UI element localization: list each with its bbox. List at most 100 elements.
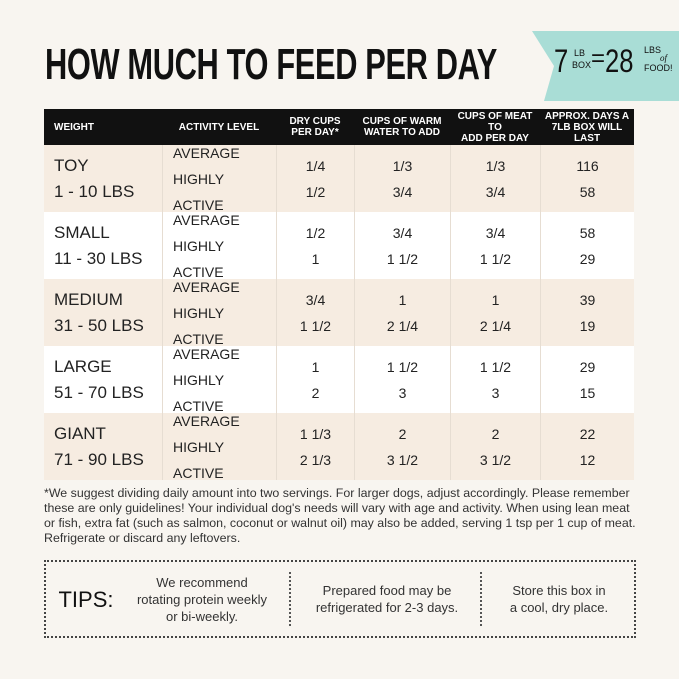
levels-value: HIGHLY ACTIVE bbox=[173, 170, 224, 213]
levels-value: HIGHLY ACTIVE bbox=[173, 438, 224, 481]
column-header: CUPS OF MEAT TO ADD PER DAY bbox=[450, 109, 540, 145]
water-cell: 1 1/2 3 bbox=[354, 346, 450, 413]
tip-item: We recommend rotating protein weekly or bi… bbox=[122, 562, 282, 636]
size-label: MEDIUM bbox=[54, 289, 123, 309]
levels-value: AVERAGE bbox=[173, 278, 240, 295]
water-cell: 3/4 1 1/2 bbox=[354, 212, 450, 279]
levels-cell: AVERAGE HIGHLY ACTIVE bbox=[162, 413, 276, 481]
meat-value: 1/3 bbox=[485, 157, 506, 174]
weight-range: 1 - 10 LBS bbox=[54, 181, 135, 201]
tips-box: TIPS: We recommend rotating protein weekly… bbox=[44, 560, 636, 638]
badge-text: BOX bbox=[572, 60, 592, 70]
dry-cell: 1/2 1 bbox=[276, 212, 354, 279]
footnote: *We suggest dividing daily amount into t… bbox=[44, 486, 636, 545]
days-value: 15 bbox=[579, 384, 596, 401]
dry-cell: 3/4 1 1/2 bbox=[276, 279, 354, 346]
dry-value: 1/4 bbox=[305, 157, 326, 174]
meat-value: 3 bbox=[491, 384, 500, 401]
meat-value: 2 bbox=[491, 425, 500, 442]
tip-line: refrigerated for 2-3 days. bbox=[315, 600, 459, 615]
levels-cell: AVERAGE HIGHLY ACTIVE bbox=[162, 346, 276, 414]
levels-cell: AVERAGE HIGHLY ACTIVE bbox=[162, 145, 276, 213]
levels-value: AVERAGE bbox=[173, 412, 240, 429]
badge-text: of bbox=[660, 53, 668, 63]
size-label: TOY bbox=[54, 155, 89, 175]
water-value: 2 1/4 bbox=[386, 317, 419, 334]
header-line: WATER TO ADD bbox=[364, 127, 440, 138]
badge-text: 7 bbox=[554, 43, 569, 79]
days-value: 116 bbox=[576, 157, 599, 174]
tip-divider bbox=[480, 572, 482, 626]
badge-text: FOOD! bbox=[644, 63, 673, 73]
meat-value: 1 bbox=[491, 291, 500, 308]
meat-value: 1 1/2 bbox=[479, 250, 512, 267]
meat-value: 3/4 bbox=[485, 224, 506, 241]
days-cell: 58 29 bbox=[540, 212, 634, 279]
weight-cell: LARGE 51 - 70 LBS bbox=[44, 346, 162, 413]
tip-line: Store this box in bbox=[512, 583, 606, 598]
dry-value: 1/2 bbox=[305, 183, 326, 200]
meat-value: 3 1/2 bbox=[479, 451, 512, 468]
days-value: 22 bbox=[579, 425, 596, 442]
water-value: 3/4 bbox=[392, 183, 413, 200]
days-value: 29 bbox=[579, 250, 596, 267]
levels-value: AVERAGE bbox=[173, 144, 240, 161]
column-header: CUPS OF WARM WATER TO ADD bbox=[354, 109, 450, 145]
tip-line: Prepared food may be bbox=[322, 583, 452, 598]
meat-cell: 3/4 1 1/2 bbox=[450, 212, 540, 279]
days-cell: 116 58 bbox=[540, 145, 634, 212]
water-cell: 1/3 3/4 bbox=[354, 145, 450, 212]
weight-range: 11 - 30 LBS bbox=[54, 248, 143, 268]
size-label: LARGE bbox=[54, 356, 112, 376]
tip-item: Prepared food may be refrigerated for 2-3… bbox=[292, 562, 482, 636]
levels-value: AVERAGE bbox=[173, 211, 240, 228]
meat-value: 2 1/4 bbox=[479, 317, 512, 334]
water-value: 3/4 bbox=[392, 224, 413, 241]
weight-cell: GIANT 71 - 90 LBS bbox=[44, 413, 162, 480]
table-row: SMALL 11 - 30 LBS AVERAGE HIGHLY ACTIVE 1/2 1… bbox=[44, 212, 634, 280]
title: HOW MUCH TO FEED PER DAY bbox=[45, 40, 497, 89]
header-line: 7LB BOX WILL LAST bbox=[551, 121, 623, 144]
meat-cell: 1/3 3/4 bbox=[450, 145, 540, 212]
weight-range: 51 - 70 LBS bbox=[54, 382, 144, 402]
days-cell: 39 19 bbox=[540, 279, 634, 346]
levels-value: HIGHLY ACTIVE bbox=[173, 237, 224, 280]
header-line: ACTIVITY LEVEL bbox=[178, 121, 260, 133]
dry-cell: 1 1/3 2 1/3 bbox=[276, 413, 354, 480]
column-header: ACTIVITY LEVEL bbox=[162, 109, 276, 145]
water-cell: 2 3 1/2 bbox=[354, 413, 450, 480]
meat-cell: 1 2 1/4 bbox=[450, 279, 540, 346]
header-line: CUPS OF WARM bbox=[362, 116, 442, 127]
table-row: LARGE 51 - 70 LBS AVERAGE HIGHLY ACTIVE 1 2 1 … bbox=[44, 346, 634, 414]
badge-shape bbox=[532, 31, 679, 101]
table-row: MEDIUM 31 - 50 LBS AVERAGE HIGHLY ACTIVE 3/4… bbox=[44, 279, 634, 347]
tip-divider bbox=[289, 572, 291, 626]
weight-cell: SMALL 11 - 30 LBS bbox=[44, 212, 162, 279]
badge-text: = bbox=[591, 45, 606, 72]
header-line: PER DAY* bbox=[291, 127, 339, 138]
levels-cell: AVERAGE HIGHLY ACTIVE bbox=[162, 212, 276, 280]
tip-line: or bi-weekly. bbox=[165, 608, 238, 624]
water-value: 2 bbox=[398, 425, 407, 442]
dry-value: 3/4 bbox=[305, 291, 326, 308]
days-value: 19 bbox=[579, 317, 596, 334]
dry-cell: 1/4 1/2 bbox=[276, 145, 354, 212]
days-cell: 29 15 bbox=[540, 346, 634, 413]
header-line: ADD PER DAY bbox=[461, 132, 529, 144]
size-label: SMALL bbox=[54, 222, 110, 242]
column-header: WEIGHT bbox=[44, 109, 162, 145]
dry-value: 2 1/3 bbox=[299, 451, 332, 468]
levels-value: HIGHLY ACTIVE bbox=[173, 304, 224, 347]
badge-text: LB bbox=[574, 48, 586, 58]
tip-line: We recommend bbox=[156, 574, 248, 590]
levels-value: AVERAGE bbox=[173, 345, 240, 362]
weight-cell: MEDIUM 31 - 50 LBS bbox=[44, 279, 162, 346]
water-value: 3 1/2 bbox=[386, 451, 419, 468]
weight-range: 71 - 90 LBS bbox=[54, 449, 144, 469]
days-cell: 22 12 bbox=[540, 413, 634, 480]
days-value: 29 bbox=[579, 358, 596, 375]
column-header: DRY CUPS PER DAY* bbox=[276, 109, 354, 145]
water-value: 1 1/2 bbox=[386, 358, 419, 375]
